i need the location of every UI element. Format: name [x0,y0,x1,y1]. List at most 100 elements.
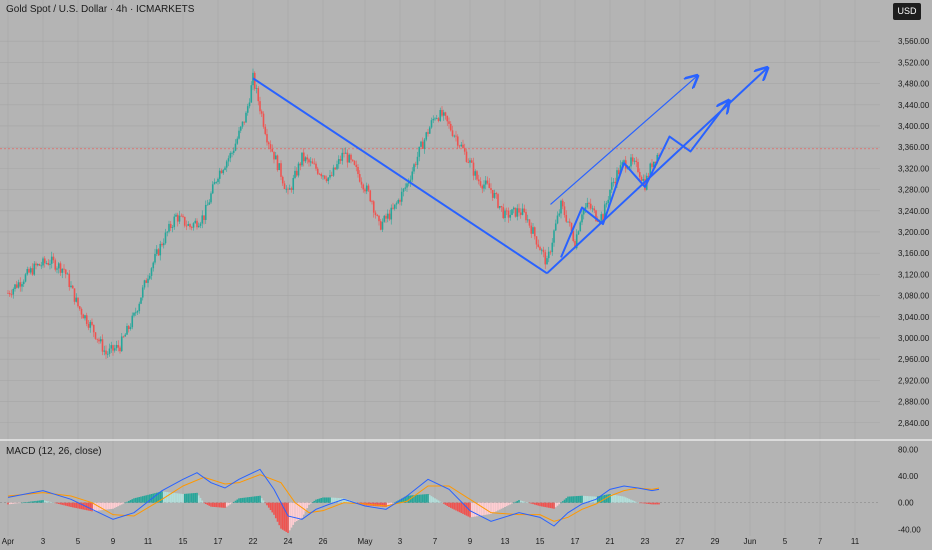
candle-body [621,162,624,166]
macd-histogram-bar [542,502,545,507]
macd-histogram-bar [239,498,242,503]
macd-histogram-bar [141,496,144,503]
macd-histogram-bar [490,502,492,514]
x-tick-label: 15 [536,537,545,546]
macd-histogram-bar [110,502,113,509]
macd-histogram-bar [304,502,307,512]
x-tick-label: May [357,537,372,546]
candle-body [73,288,76,302]
candle-body [595,210,597,222]
y-tick-label: 3,000.00 [898,334,930,343]
candle-body [98,339,100,342]
macd-histogram-bar [491,502,494,514]
candle-body [554,223,557,231]
candle-body [612,181,615,183]
y-tick-label: 3,400.00 [898,122,930,131]
macd-histogram-bar [266,502,268,506]
candle-body [525,211,527,221]
macd-histogram-bar [486,502,489,515]
candle-body [183,216,186,226]
candle-body [134,312,137,314]
macd-histogram-bar [537,502,540,506]
candle-body [358,174,361,182]
macd-histogram-bar [264,502,267,504]
candle-body [138,303,141,312]
x-tick-label: 11 [144,537,153,546]
candle-body [568,221,571,223]
candle-body [127,325,130,329]
candle-body [392,207,394,209]
macd-y-tick-label: 0.00 [898,499,914,508]
candle-body [343,152,345,154]
candle-body [280,163,282,177]
macd-histogram-bar [458,502,461,513]
macd-histogram-bar [180,493,183,503]
macd-histogram-bar [217,502,219,508]
candle-body [376,215,379,216]
macd-histogram-bar [7,502,9,505]
candle-body [269,144,272,149]
candle-body [10,294,13,296]
trend-drawings[interactable] [252,68,768,275]
macd-histogram-bar [439,501,442,503]
y-tick-label: 3,520.00 [898,58,930,67]
macd-histogram-bar [642,502,645,504]
macd-histogram-bar [161,491,163,503]
candle-body [96,338,99,340]
candle-body [155,249,158,254]
macd-histogram-bar [271,502,274,513]
macd-histogram-bar [481,502,484,516]
macd-histogram-bar [658,502,660,505]
macd-histogram-bar [8,502,11,505]
candle-body [420,141,422,147]
macd-histogram-bar [199,497,202,503]
candle-body [602,214,604,221]
trend-line[interactable] [550,76,698,205]
candle-body [435,118,438,120]
candle-body [288,188,291,190]
candle-body [561,200,564,207]
macd-histogram-bar [563,499,566,503]
macd-histogram-bar [446,502,449,506]
candle-body [259,101,261,112]
x-tick-label: 21 [606,537,615,546]
macd-histogram-bar [183,493,186,503]
candle-body [432,118,435,121]
trend-line[interactable] [560,101,729,258]
candle-body [77,297,79,307]
candle-body [546,258,548,265]
candle-body [563,206,566,215]
candle-body [154,253,156,263]
candle-body [225,161,228,168]
candle-body [411,171,414,180]
candle-body [572,230,575,242]
candle-body [255,88,258,89]
trend-line[interactable] [546,68,768,275]
candle-body [565,214,568,222]
candle-body [344,152,347,154]
macd-y-tick-label: 80.00 [898,445,919,454]
candle-body [350,154,352,160]
candle-body [617,170,620,174]
candle-body [75,297,78,302]
candle-body [325,178,328,182]
macd-histogram-bar [504,502,506,507]
candle-body [654,161,657,164]
candle-body [301,152,303,166]
trend-line[interactable] [252,77,548,275]
macd-histogram-bar [512,502,515,504]
y-tick-label: 3,560.00 [898,37,930,46]
candle-body [434,118,436,120]
macd-histogram-bar [635,501,638,503]
macd-histogram-bar [190,493,193,503]
macd-histogram-bar [483,502,485,516]
macd-histogram-bar [619,495,622,503]
macd-histogram-bar [287,502,289,533]
macd-histogram-bar [484,502,487,515]
macd-histogram-bar [297,502,300,520]
candle-body [364,189,366,192]
candle-body [656,154,659,164]
macd-histogram-bar [147,494,149,503]
currency-button[interactable]: USD [893,3,921,20]
